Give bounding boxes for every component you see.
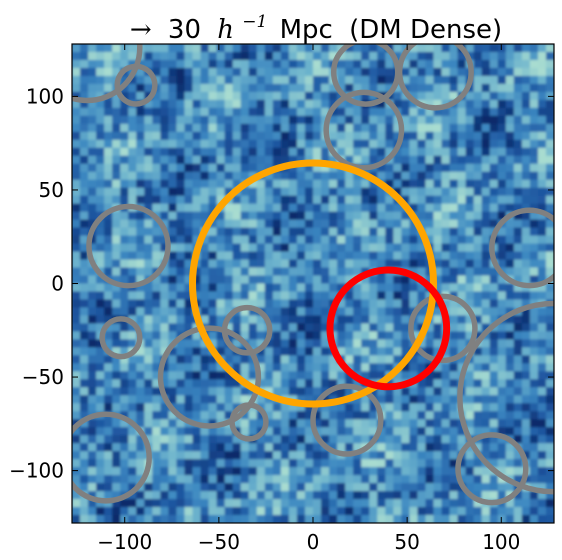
y-tick-label: 0 — [51, 272, 64, 296]
gray-circle — [72, 44, 143, 104]
circle-overlay — [72, 44, 554, 506]
gray-circle — [455, 432, 529, 506]
x-tick-label: −50 — [198, 530, 240, 554]
title-unit-exponent: −1 — [242, 12, 267, 32]
title-unit-symbol: h — [217, 15, 234, 45]
x-tick-label: 0 — [307, 530, 320, 554]
y-tick-label: −50 — [22, 365, 64, 389]
title-qualifier: (DM Dense) — [349, 15, 502, 45]
gray-circle — [323, 89, 405, 171]
gray-circle — [114, 63, 158, 107]
plot-area — [72, 44, 554, 523]
orange-circle — [189, 159, 437, 408]
chart-title: → 30 h −1 Mpc (DM Dense) — [130, 4, 502, 45]
x-tick-label: 100 — [482, 530, 520, 554]
red-circle — [326, 266, 451, 391]
gray-circle — [99, 316, 143, 360]
gray-circle — [408, 293, 478, 364]
gray-circle — [396, 44, 474, 111]
gray-circle — [489, 207, 554, 289]
y-tick-label: 50 — [39, 178, 64, 202]
title-unit-label: Mpc — [280, 15, 333, 45]
gray-circle — [72, 411, 152, 504]
y-tick-label: −100 — [9, 459, 64, 483]
x-tick-label: 50 — [394, 530, 419, 554]
y-tick-label: 100 — [26, 84, 64, 108]
gray-circle — [86, 203, 171, 289]
gray-circle — [229, 402, 269, 442]
gray-circle — [310, 383, 384, 457]
y-axis: 100 50 0 −50 −100 — [9, 84, 554, 483]
gray-circle — [457, 300, 554, 495]
x-axis: −100 −50 0 50 100 — [97, 44, 520, 554]
x-tick-label: −100 — [97, 530, 152, 554]
title-value: 30 — [168, 15, 201, 45]
gray-circle — [157, 325, 262, 429]
title-arrow: → — [130, 15, 152, 45]
